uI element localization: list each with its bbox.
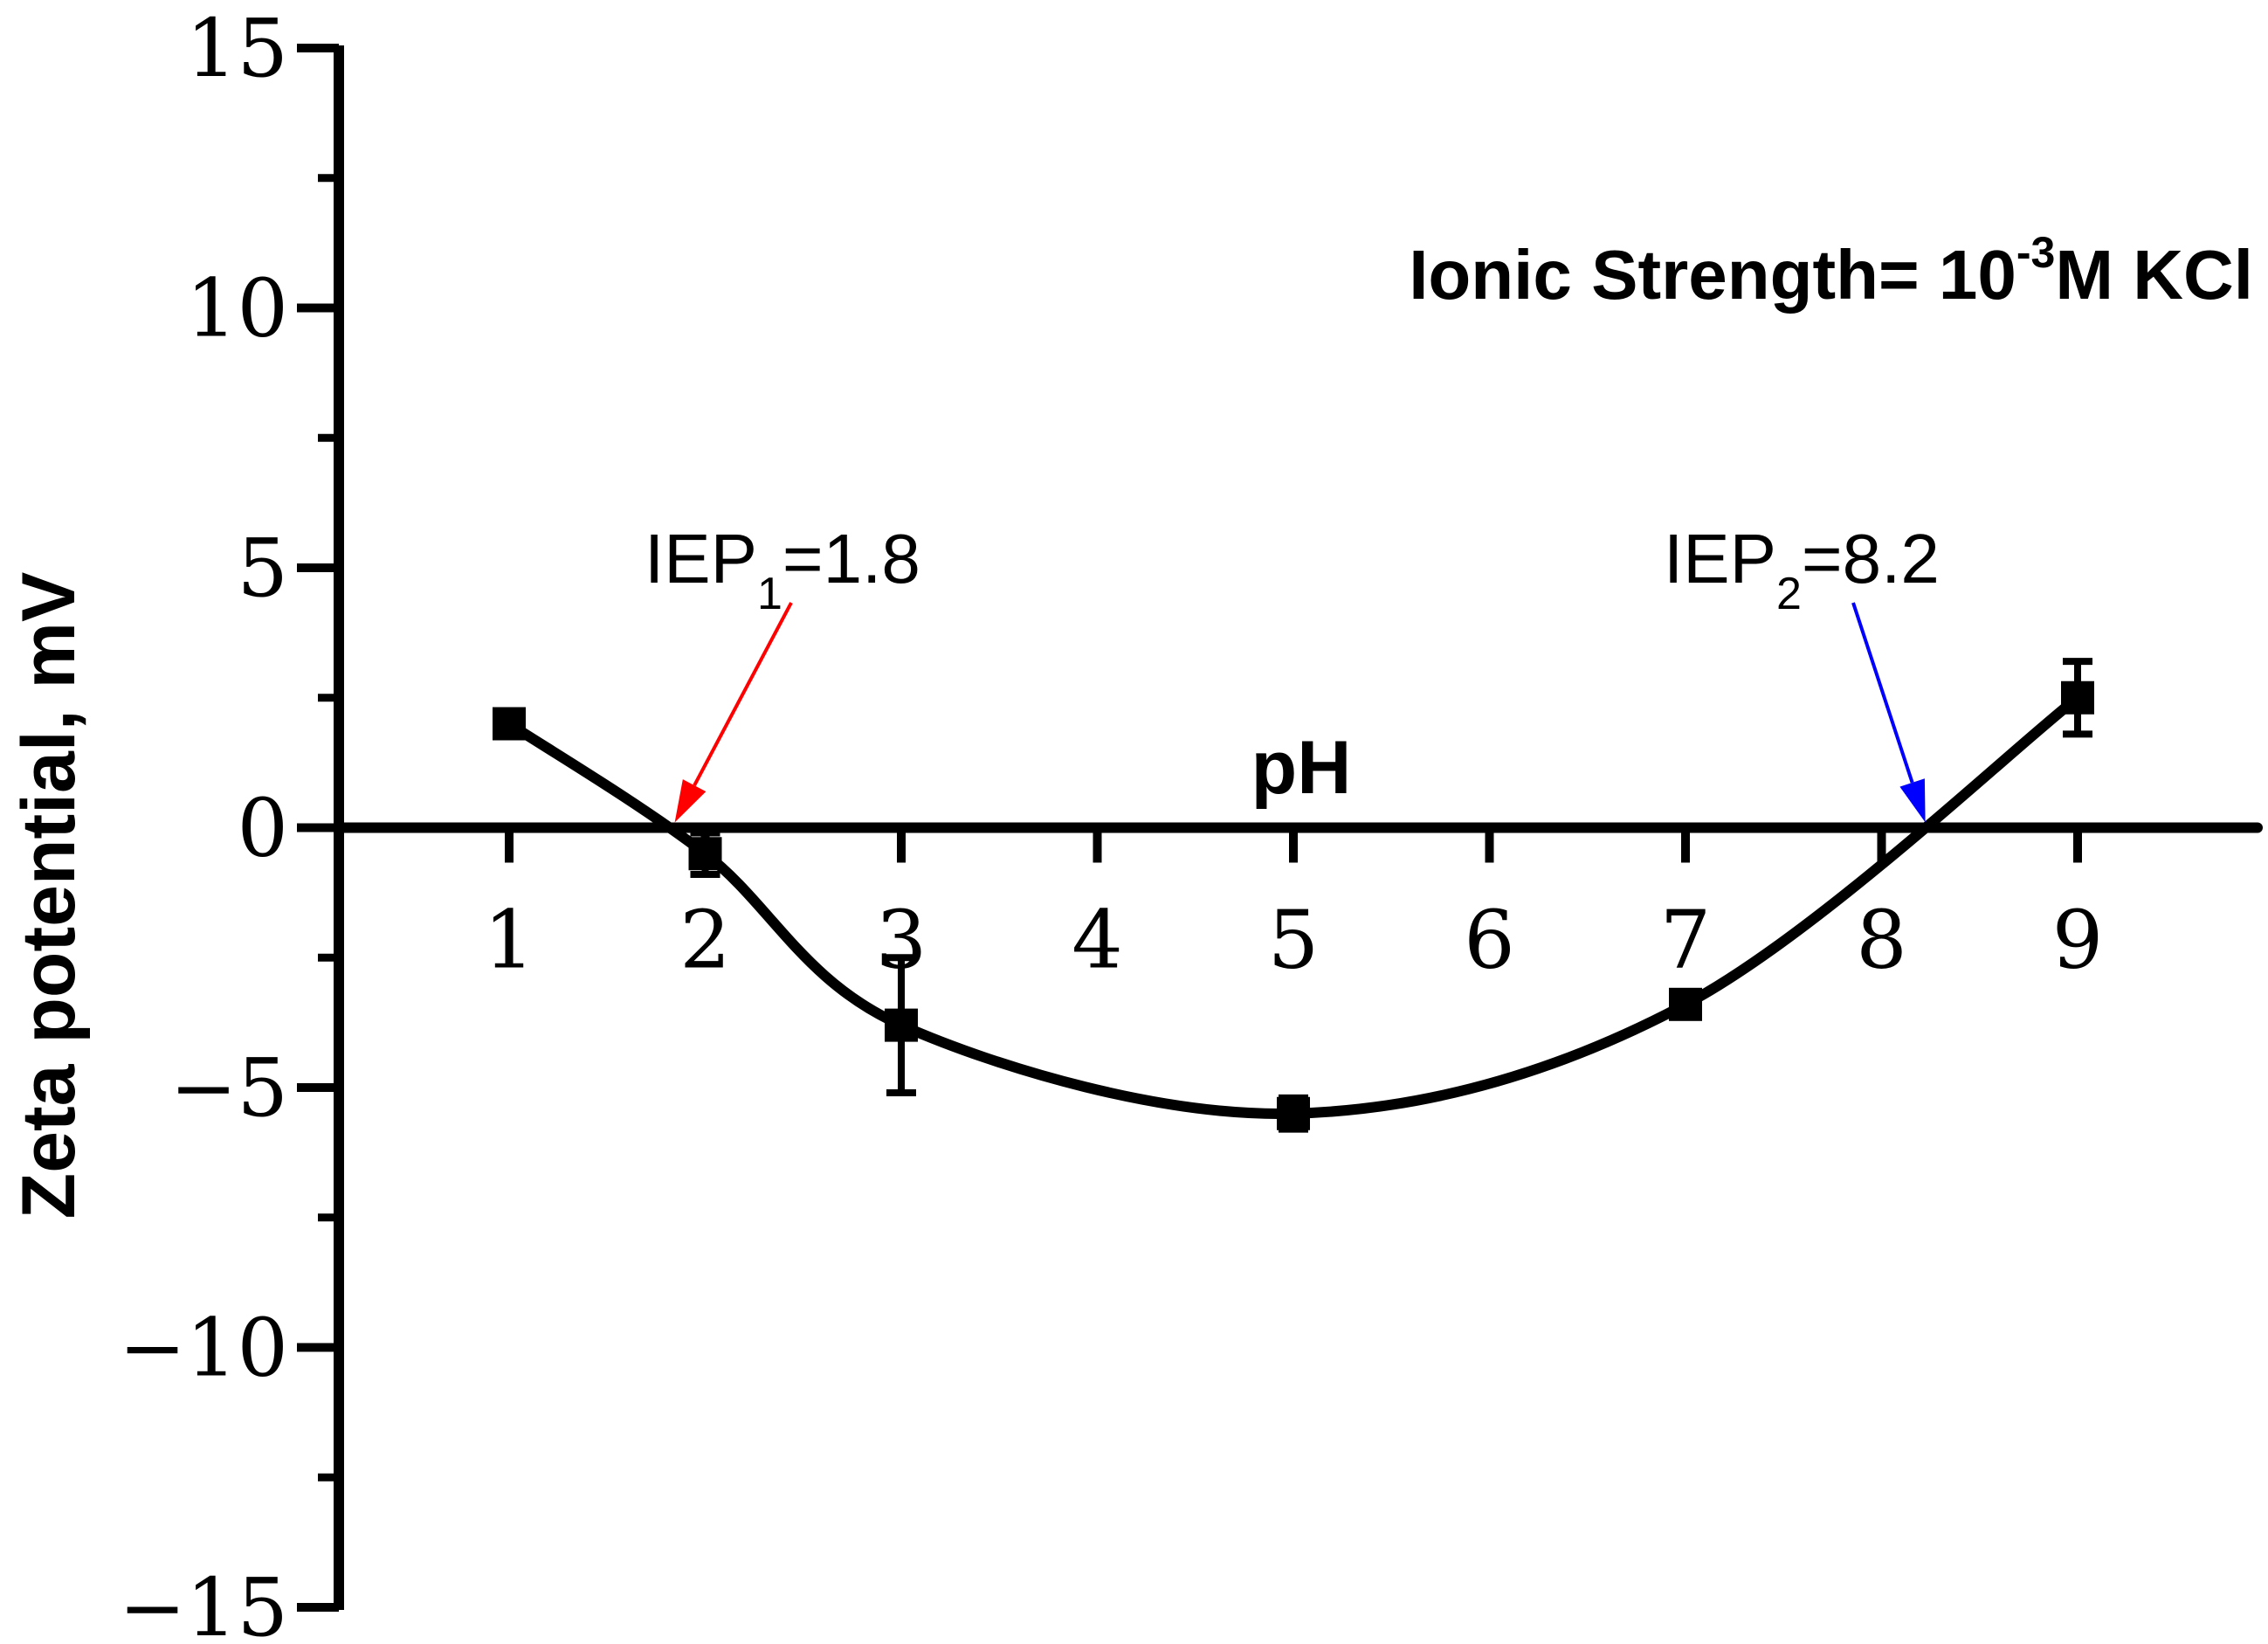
y-tick-label: 15 [186,2,288,95]
iep2-value: =8.2 [1802,520,1940,598]
x-tick-label: 2 [679,894,731,987]
x-tick-label: 6 [1464,894,1515,987]
iep2-subscript: 2 [1776,569,1802,619]
x-axis-label: pH [1251,726,1352,810]
iep1-label: IEP1=1.8 [645,520,920,619]
data-markers [493,680,2094,1130]
y-tick-label: −15 [119,1561,288,1644]
data-point-marker [688,837,722,871]
x-tick-label: 7 [1660,894,1712,987]
x-tick-label: 1 [484,894,535,987]
y-tick-label: 5 [237,522,288,615]
iep1-value: =1.8 [782,520,920,598]
y-tick-label: −5 [169,1041,288,1135]
ionic-strength-exponent: -3 [2016,228,2055,277]
data-point-marker [1277,1096,1310,1130]
x-tick-label: 9 [2052,894,2104,987]
x-tick-label: 5 [1268,894,1320,987]
y-tick-label: 0 [237,782,288,875]
data-point-marker [885,1008,918,1042]
iep1-arrow-line [693,602,793,787]
ionic-strength-unit: M KCl [2055,236,2253,314]
y-axis-label: Zeta potential, mV [7,572,91,1219]
ionic-strength-text: Ionic Strength= 10 [1409,236,2016,314]
iep2-label: IEP2=8.2 [1664,520,1940,619]
x-tick-label: 8 [1856,894,1907,987]
iep2-arrow-line [1851,602,1914,784]
iep1-subscript: 1 [757,569,782,619]
iep1-arrow-head [674,779,707,823]
iep1-prefix: IEP [645,520,757,598]
iep2-prefix: IEP [1664,520,1776,598]
data-point-marker [1669,987,1702,1021]
data-point-marker [2061,680,2094,715]
x-tick-label: 4 [1072,894,1123,987]
y-tick-label: 10 [186,262,288,356]
ionic-strength-annotation: Ionic Strength= 10-3M KCl [1409,228,2253,314]
iep2-arrow-head [1899,778,1926,823]
annotations [674,602,1926,823]
data-point-marker [493,707,526,741]
y-tick-label: −10 [119,1302,288,1395]
